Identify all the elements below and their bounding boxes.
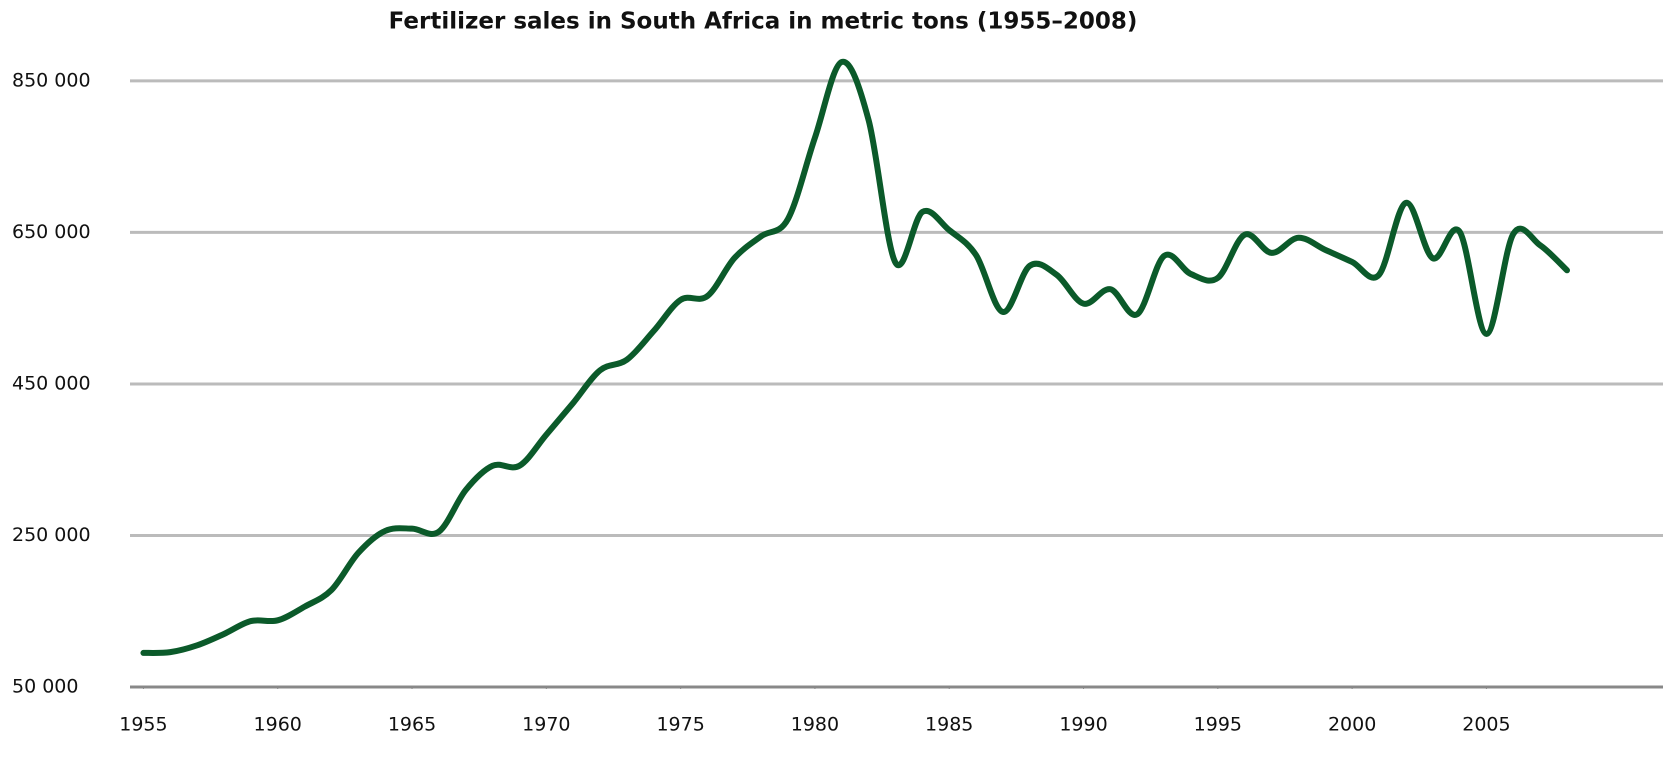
x-tick-label: 1965 <box>388 714 436 736</box>
chart-title: Fertilizer sales in South Africa in metr… <box>389 9 1138 35</box>
y-tick-label: 850 000 <box>12 69 91 91</box>
x-tick-label: 2005 <box>1462 714 1510 736</box>
y-tick-label: 50 000 <box>12 676 78 698</box>
x-tick-label: 2000 <box>1328 714 1376 736</box>
x-tick-label: 1970 <box>522 714 570 736</box>
y-tick-label: 650 000 <box>12 221 91 243</box>
data-line <box>140 58 1570 656</box>
x-tick-label: 1985 <box>925 714 973 736</box>
x-tick-label: 1975 <box>656 714 704 736</box>
x-tick-label: 1955 <box>119 714 167 736</box>
x-tick-label: 1995 <box>1194 714 1242 736</box>
x-tick-label: 1960 <box>254 714 302 736</box>
y-tick-label: 450 000 <box>12 372 91 394</box>
x-tick-label: 1980 <box>791 714 839 736</box>
y-tick-label: 250 000 <box>12 524 91 546</box>
x-tick-label: 1990 <box>1059 714 1107 736</box>
